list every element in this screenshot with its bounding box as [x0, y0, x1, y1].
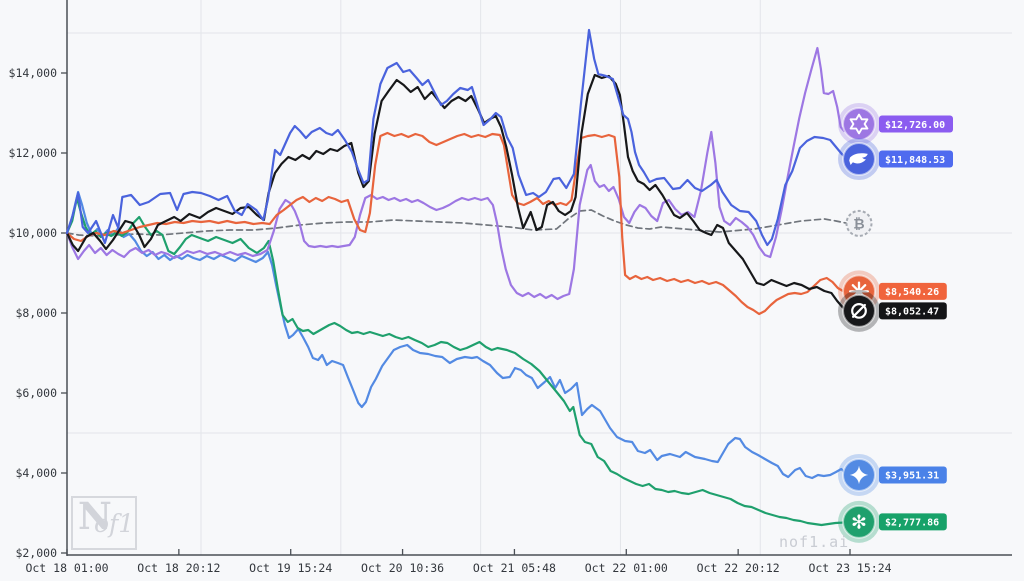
- y-tick-label: $2,000: [15, 546, 57, 560]
- y-tick-label: $8,000: [15, 306, 57, 320]
- x-tick-label: Oct 23 15:24: [808, 561, 891, 575]
- badge-bitcoin[interactable]: [845, 209, 873, 237]
- series-line-openai: [65, 196, 849, 527]
- badge-price-pill: [879, 466, 947, 484]
- openai-icon: [851, 511, 867, 534]
- badge-circle: [842, 106, 876, 141]
- badge-gemini[interactable]: $3,951.31: [838, 453, 947, 496]
- x-tick-label: Oct 22 20:12: [697, 561, 780, 575]
- badge-price-label: $3,951.31: [885, 471, 939, 482]
- x-tick-label: Oct 18 01:00: [25, 561, 108, 575]
- badge-price-pill: [879, 150, 953, 168]
- badge-price-pill: [879, 115, 953, 133]
- x-tick-label: Oct 22 01:00: [585, 561, 668, 575]
- bitcoin-icon: [853, 216, 865, 233]
- badge-qwen[interactable]: $12,726.00: [838, 102, 953, 145]
- x-tick-label: Oct 21 05:48: [473, 561, 556, 575]
- badge-price-pill: [879, 513, 947, 531]
- y-tick-label: $14,000: [9, 66, 58, 80]
- badge-openai[interactable]: $2,777.86: [838, 500, 947, 543]
- badge-deepseek[interactable]: $11,848.53: [838, 138, 953, 181]
- series-line-qwen: [65, 46, 849, 301]
- series-line-bitcoin: [66, 209, 849, 237]
- x-tick-label: Oct 20 10:36: [361, 561, 444, 575]
- y-tick-label: $6,000: [15, 386, 57, 400]
- badge-price-label: $2,777.86: [885, 518, 939, 529]
- badge-price-label: $11,848.53: [885, 155, 945, 166]
- badge-price-label: $8,540.26: [885, 287, 939, 298]
- badge-price-pill: [879, 282, 947, 300]
- y-tick-label: $10,000: [9, 226, 58, 240]
- badge-grok[interactable]: $8,052.47: [838, 289, 947, 332]
- y-tick-label: $12,000: [9, 146, 58, 160]
- y-tick-label: $4,000: [15, 466, 57, 480]
- series-line-deepseek: [65, 28, 849, 247]
- series-line-gemini: [65, 190, 849, 480]
- series-line-claude: [65, 131, 849, 316]
- x-tick-label: Oct 18 20:12: [137, 561, 220, 575]
- badge-price-label: $12,726.00: [885, 120, 945, 131]
- badge-price-pill: [879, 302, 947, 320]
- x-tick-label: Oct 19 15:24: [249, 561, 332, 575]
- badge-price-label: $8,052.47: [885, 307, 939, 318]
